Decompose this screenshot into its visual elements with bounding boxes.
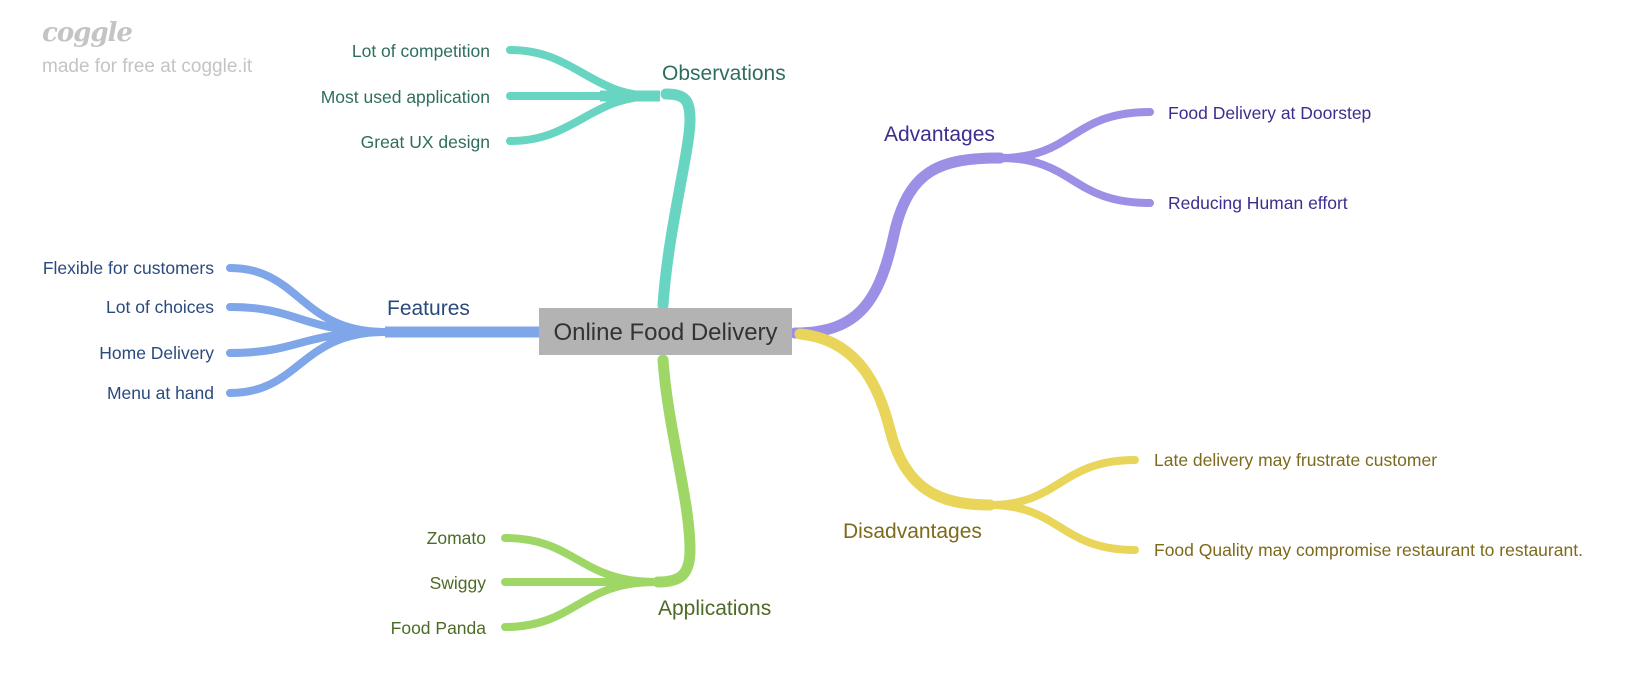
edge-lot-of-choices [226,303,389,336]
leaf-lot-of-choices[interactable]: Lot of choices [106,297,214,317]
edge-food-quality [986,501,1139,554]
leaf-swiggy[interactable]: Swiggy [430,573,487,593]
leaf-reducing-human-effort[interactable]: Reducing Human effort [1168,193,1348,213]
central-node-box [539,308,792,355]
central-node-label[interactable]: Online Food Delivery [553,319,777,346]
branch-disadvantages: Disadvantages Late delivery may frustrat… [794,328,1583,560]
branch-observations-label[interactable]: Observations [662,62,786,85]
edge-food-panda [501,578,659,631]
branch-advantages: Advantages Food Delivery at Doorstep Red… [789,103,1371,339]
leaf-zomato[interactable]: Zomato [427,528,486,548]
leaf-late-delivery[interactable]: Late delivery may frustrate customer [1154,450,1437,470]
branch-features-label[interactable]: Features [387,297,470,320]
coggle-watermark: coggle made for free at coggle.it [42,18,252,78]
leaf-menu-at-hand[interactable]: Menu at hand [107,383,214,403]
leaf-food-quality[interactable]: Food Quality may compromise restaurant t… [1154,540,1583,560]
branch-applications-stem [652,354,696,588]
edge-late-delivery [986,456,1139,509]
branch-advantages-stem [789,152,1006,339]
central-node[interactable]: Online Food Delivery [539,308,792,355]
leaf-great-ux-design[interactable]: Great UX design [361,132,490,152]
branch-features: Features Flexible for customers Lot of c… [43,258,540,403]
edge-great-ux-design [506,92,659,145]
leaf-lot-of-competition[interactable]: Lot of competition [352,41,490,61]
branch-advantages-label[interactable]: Advantages [884,123,995,146]
branch-observations-stem [657,88,696,311]
branch-applications-label[interactable]: Applications [658,597,771,620]
edge-reducing-human-effort [996,154,1154,207]
branch-disadvantages-label[interactable]: Disadvantages [843,520,982,543]
branch-observations: Observations Lot of competition Most use… [321,41,786,311]
coggle-logo: coggle [42,18,133,48]
coggle-tagline: made for free at coggle.it [42,56,253,77]
leaf-home-delivery[interactable]: Home Delivery [99,343,214,363]
branch-applications: Applications Zomato Swiggy Food Panda [391,354,771,638]
edge-lot-of-competition [506,46,659,100]
edge-menu-at-hand [226,328,389,397]
leaf-food-panda[interactable]: Food Panda [391,618,487,638]
edge-food-delivery-at-doorstep [996,108,1154,162]
leaf-flexible-for-customers[interactable]: Flexible for customers [43,258,214,278]
branch-disadvantages-stem [794,328,996,511]
leaf-food-delivery-at-doorstep[interactable]: Food Delivery at Doorstep [1168,103,1371,123]
leaf-most-used-application[interactable]: Most used application [321,87,490,107]
edge-zomato [501,534,659,586]
